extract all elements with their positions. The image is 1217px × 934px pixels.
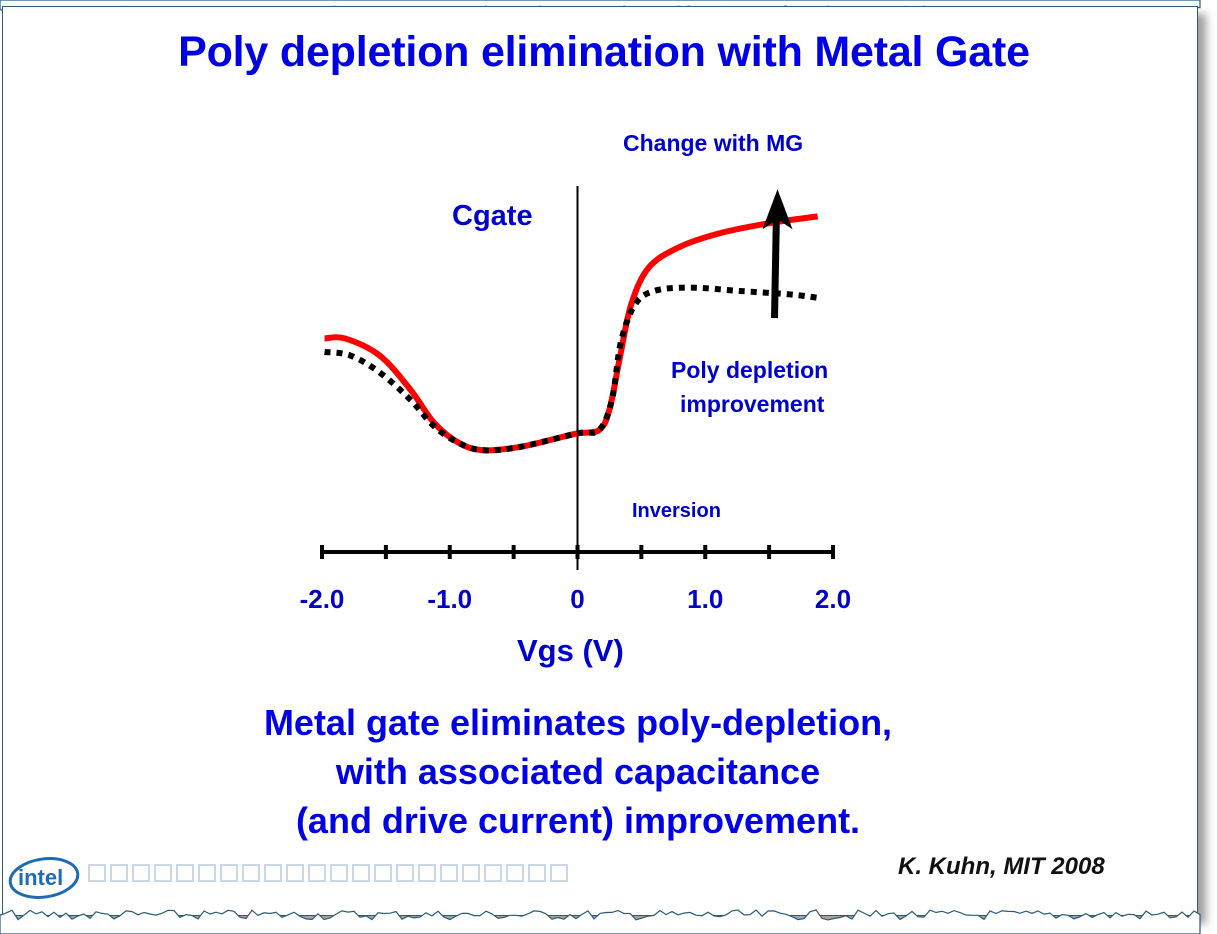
logo-text: intel xyxy=(18,865,63,890)
chart-axes xyxy=(320,186,835,570)
summary-line: with associated capacitance xyxy=(335,751,821,792)
logo-tagline-glyphs xyxy=(88,864,568,886)
intel-logo: intel xyxy=(8,857,80,899)
slide-page xyxy=(2,6,1198,916)
x-tick-label: -2.0 xyxy=(299,584,345,614)
region-label-inversion: Inversion xyxy=(632,500,721,522)
callout-line-1: Poly depletion xyxy=(671,357,829,383)
x-tick-label: 2.0 xyxy=(814,584,852,614)
x-axis-label: Vgs (V) xyxy=(517,633,624,668)
arrow-label: Change with MG xyxy=(623,130,804,156)
chart-series xyxy=(324,213,819,454)
x-tick-label: -1.0 xyxy=(427,584,473,614)
arrow-head xyxy=(762,189,793,230)
summary-text: Metal gate eliminates poly-depletion, wi… xyxy=(0,698,1156,845)
series-poly-gate-dotted xyxy=(324,284,819,454)
credit-text: K. Kuhn, MIT 2008 xyxy=(898,853,1105,880)
torn-edge-bottom xyxy=(0,909,1201,934)
arrow-shaft xyxy=(771,209,781,319)
x-tick-label: 1.0 xyxy=(687,584,724,614)
slide-title: Poly depletion elimination with Metal Ga… xyxy=(178,28,1030,76)
summary-line: Metal gate eliminates poly-depletion, xyxy=(263,702,893,743)
callout-line-2: improvement xyxy=(680,391,825,417)
summary-line: (and drive current) improvement. xyxy=(295,800,861,841)
x-tick-label: 0 xyxy=(570,584,585,614)
y-axis-label: Cgate xyxy=(452,200,533,232)
change-arrow xyxy=(762,189,793,319)
